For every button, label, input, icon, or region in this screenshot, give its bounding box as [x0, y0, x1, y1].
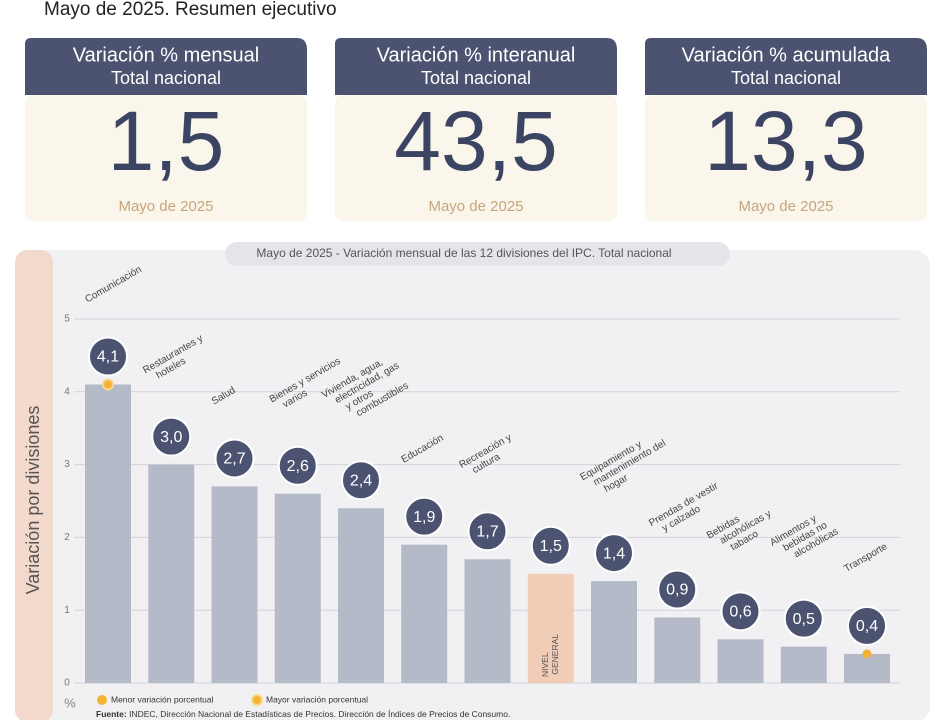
source-label: Fuente:	[96, 709, 127, 719]
card-subtitle: Total nacional	[731, 68, 841, 88]
bar	[85, 384, 131, 683]
y-tick-label: 2	[64, 532, 70, 543]
source-text: INDEC, Dirección Nacional de Estadística…	[129, 709, 510, 719]
card-title: Variación % acumulada	[682, 44, 892, 66]
value-label: 2,7	[223, 451, 245, 468]
bar	[780, 646, 827, 683]
card-title: Variación % interanual	[377, 44, 576, 66]
bar	[211, 486, 258, 683]
y-axis-label: Variación por divisiones	[23, 406, 43, 595]
chart-title: Mayo de 2025 - Variación mensual de las …	[256, 246, 671, 260]
value-label: 1,5	[540, 538, 562, 555]
bar	[717, 639, 764, 683]
bar	[401, 544, 448, 683]
value-label: 3,0	[160, 429, 182, 446]
card-body	[645, 95, 927, 221]
card-header	[645, 38, 927, 95]
card-subtitle: Total nacional	[421, 68, 531, 88]
value-badge	[720, 591, 761, 632]
min-marker	[862, 649, 872, 659]
value-badge	[341, 460, 381, 501]
source: Fuente: INDEC, Dirección Nacional de Est…	[96, 709, 510, 719]
bar	[844, 653, 890, 683]
value-label: 2,6	[287, 458, 309, 475]
y-unit: %	[64, 695, 76, 710]
value-badge	[783, 598, 824, 639]
max-marker-core	[104, 380, 112, 389]
legend-swatch	[253, 696, 261, 704]
card-value: 1,5	[108, 94, 225, 188]
card-title: Variación % mensual	[73, 44, 259, 66]
y-label-strip	[15, 250, 53, 722]
category-label: NIVEL GENERAL	[540, 634, 560, 677]
bar	[338, 508, 384, 683]
value-label: 4,1	[97, 349, 119, 366]
card-period: Mayo de 2025	[738, 198, 833, 215]
value-label: 0,5	[793, 611, 815, 628]
value-label: 1,7	[476, 523, 498, 540]
card-value: 43,5	[394, 94, 558, 188]
y-tick-label: 0	[64, 678, 70, 689]
chart-title-pill	[225, 242, 730, 266]
value-label: 2,4	[350, 472, 372, 489]
value-badge	[404, 496, 445, 537]
page-title: Mayo de 2025. Resumen ejecutivo	[44, 0, 337, 20]
value-badge	[151, 416, 192, 457]
legend-swatch	[97, 695, 107, 705]
bar	[464, 559, 511, 683]
value-badge	[657, 569, 698, 610]
value-badge	[530, 525, 571, 566]
value-label: 0,6	[729, 604, 751, 621]
card-body	[25, 95, 307, 221]
value-label: 0,9	[666, 582, 688, 599]
card-period: Mayo de 2025	[118, 198, 213, 215]
card-header	[25, 38, 307, 95]
card-subtitle: Total nacional	[111, 68, 221, 88]
card-header	[335, 38, 617, 95]
value-label: 0,4	[856, 618, 878, 635]
bar	[148, 464, 195, 683]
bar	[654, 617, 701, 683]
bar	[274, 493, 321, 683]
y-tick-label: 3	[64, 459, 70, 470]
bar	[527, 573, 574, 683]
value-badge	[88, 336, 128, 377]
bar	[591, 581, 637, 683]
value-badge	[277, 445, 318, 486]
y-tick-label: 5	[64, 314, 70, 325]
card-value: 13,3	[704, 94, 868, 188]
value-badge	[467, 511, 508, 552]
legend-label: Menor variación porcentual	[111, 694, 214, 704]
y-tick-label: 4	[64, 386, 70, 397]
value-badge	[594, 533, 634, 574]
value-label: 1,4	[603, 545, 625, 562]
legend-label: Mayor variación porcentual	[266, 694, 368, 704]
value-badge	[214, 438, 255, 479]
card-body	[335, 95, 617, 221]
value-label: 1,9	[413, 509, 435, 526]
y-tick-label: 1	[64, 605, 70, 616]
card-period: Mayo de 2025	[428, 198, 523, 215]
value-badge	[847, 605, 887, 646]
